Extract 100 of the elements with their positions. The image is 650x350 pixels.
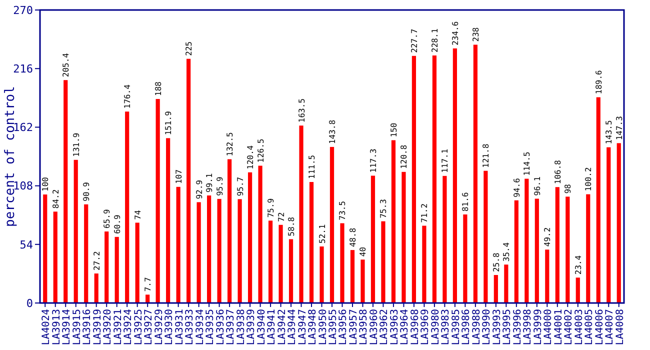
data-label: 126.5 <box>256 138 266 163</box>
bar <box>381 221 386 303</box>
bar <box>288 239 294 303</box>
x-tick-label: LA3995 <box>502 309 514 346</box>
bar <box>166 138 170 303</box>
x-tick-label: LA3934 <box>194 309 206 346</box>
data-label: 65.9 <box>102 209 112 228</box>
x-tick-label: LA4003 <box>574 309 585 346</box>
x-tick-label: LA3929 <box>154 309 165 346</box>
data-label: 40 <box>358 246 368 257</box>
bar <box>186 58 191 303</box>
data-label: 58.8 <box>287 216 296 236</box>
bar <box>258 166 262 303</box>
y-tick-label: 162 <box>13 121 33 134</box>
bar <box>176 186 180 303</box>
x-tick-label: LA3998 <box>522 309 534 346</box>
x-tick-label: LA3924 <box>123 309 134 346</box>
bar <box>238 199 242 303</box>
bar <box>268 220 273 303</box>
x-tick-label: LA4007 <box>604 309 616 346</box>
bar <box>156 98 160 303</box>
x-tick-label: LA3937 <box>226 309 237 346</box>
x-tick-label: LA3958 <box>358 309 370 346</box>
bar <box>146 294 150 303</box>
data-label: 228.1 <box>430 28 440 52</box>
data-label: 107 <box>174 169 184 184</box>
data-label: 100 <box>41 176 50 192</box>
y-tick-label: 108 <box>13 180 33 193</box>
x-tick-label: LA3990 <box>482 309 493 346</box>
bar <box>422 226 426 303</box>
data-label: 120.4 <box>246 145 256 170</box>
data-label: 99.1 <box>205 173 214 192</box>
x-tick-label: LA3938 <box>236 309 247 346</box>
x-tick-label: LA3993 <box>492 309 503 346</box>
bar <box>452 48 457 303</box>
bar <box>350 250 355 303</box>
bar <box>64 80 68 303</box>
data-label: 132.5 <box>226 132 235 156</box>
x-tick-label: LA4008 <box>614 309 626 346</box>
data-label: 27.2 <box>92 251 102 270</box>
y-tick-label: 216 <box>13 62 33 76</box>
bar <box>616 143 621 303</box>
data-label: 74 <box>133 210 142 220</box>
data-label: 147.3 <box>614 116 624 140</box>
data-label: 71.2 <box>420 203 430 223</box>
x-tick-label: LA3913 <box>51 309 62 346</box>
bar <box>412 56 416 303</box>
x-tick-label: LA3942 <box>276 309 288 346</box>
data-label: 48.8 <box>348 228 358 248</box>
data-label: 52.1 <box>318 224 327 244</box>
x-tick-label: LA3955 <box>328 309 339 346</box>
data-label: 117.1 <box>440 148 450 173</box>
bar <box>391 140 396 303</box>
bar <box>125 112 130 303</box>
x-tick-label: LA3947 <box>297 309 308 346</box>
bar <box>586 194 590 303</box>
bar <box>463 214 468 303</box>
x-tick-label: LA3983 <box>440 309 452 346</box>
x-tick-label: LA3914 <box>62 309 73 346</box>
data-label: 60.9 <box>112 214 122 234</box>
data-label: 111.5 <box>308 154 317 179</box>
bar <box>217 198 222 303</box>
data-label: 121.8 <box>482 144 491 168</box>
data-label: 234.6 <box>450 21 460 46</box>
x-tick-label: LA3933 <box>184 309 196 346</box>
bar <box>53 212 58 303</box>
x-tick-label: LA3956 <box>338 309 350 346</box>
data-label: 72 <box>276 212 286 222</box>
x-tick-label: LA3931 <box>174 309 186 346</box>
data-label: 25.8 <box>492 252 501 272</box>
data-label: 73.5 <box>338 200 348 220</box>
data-label: 106.8 <box>553 160 562 184</box>
data-label: 117.3 <box>368 148 378 173</box>
bar <box>545 250 550 303</box>
bar <box>43 194 48 303</box>
x-tick-label: LA3963 <box>389 309 400 346</box>
x-tick-label: LA3962 <box>379 309 390 346</box>
data-label: 75.9 <box>266 198 276 218</box>
data-label: 7.7 <box>144 277 153 292</box>
bar <box>484 170 488 303</box>
x-tick-label: LA3925 <box>133 309 144 346</box>
x-tick-label: LA3920 <box>102 309 114 346</box>
x-tick-label: LA3950 <box>318 309 329 346</box>
x-tick-label: LA3948 <box>308 309 319 346</box>
x-tick-label: LA4005 <box>584 309 596 346</box>
bar <box>432 55 437 303</box>
x-tick-label: LA3936 <box>215 309 226 346</box>
data-label: 189.6 <box>594 70 604 94</box>
x-tick-label: LA3915 <box>72 309 83 346</box>
bar <box>207 195 212 303</box>
x-tick-label: LA3935 <box>205 309 216 346</box>
y-tick-label: 270 <box>13 4 33 17</box>
bar <box>606 147 611 303</box>
data-label: 143.8 <box>328 120 337 144</box>
bar <box>360 260 365 303</box>
data-label: 205.4 <box>62 52 71 78</box>
data-label: 100.2 <box>584 167 594 192</box>
x-tick-label: LA4002 <box>564 309 575 346</box>
bar <box>104 231 109 303</box>
bar <box>555 187 560 303</box>
